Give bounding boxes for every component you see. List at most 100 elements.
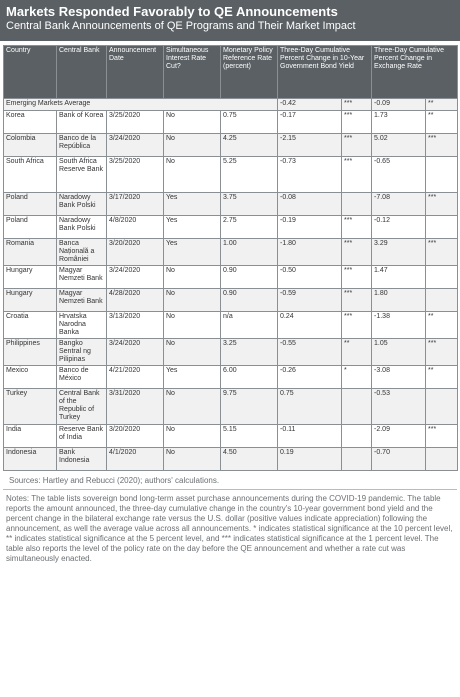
table-row: Poland Naradowy Bank Polski 3/17/2020 Yes 3.… <box>3 192 459 216</box>
cell-fx-significance: *** <box>425 338 459 366</box>
cell-country: Philippines <box>3 338 57 366</box>
cell-central-bank: South Africa Reserve Bank <box>56 156 107 193</box>
table-row: Croatia Hrvatska Narodna Banka 3/13/2020 No… <box>3 311 459 339</box>
table-row: Mexico Banco de México 4/21/2020 Yes 6.00 -0.… <box>3 365 459 389</box>
cell-fx-significance <box>425 447 459 471</box>
cell-fx-change: 1.47 <box>371 265 427 289</box>
cell-fx-change: 3.29 <box>371 238 427 266</box>
cell-rate-cut: No <box>163 424 221 448</box>
column-header-exchange-rate: Three-Day Cumulative Percent Change in E… <box>371 45 459 99</box>
table-row: Poland Naradowy Bank Polski 4/8/2020 Yes 2.7… <box>3 215 459 239</box>
cell-fx-change: 1.05 <box>371 338 427 366</box>
cell-fx-significance: *** <box>425 192 459 216</box>
cell-bond-significance: *** <box>340 156 373 193</box>
cell-rate-cut: No <box>163 110 221 134</box>
table-row: Indonesia Bank Indonesia 4/1/2020 No 4.50 0.1… <box>3 447 459 471</box>
cell-fx-change: 1.73 <box>371 110 427 134</box>
cell-rate-cut: Yes <box>163 215 221 239</box>
cell-rate-cut: No <box>163 156 221 193</box>
cell-country: Korea <box>3 110 57 134</box>
page-title: Markets Responded Favorably to QE Announ… <box>6 4 338 19</box>
cell-rate-cut: No <box>163 288 221 312</box>
cell-policy-rate: 3.25 <box>220 338 278 366</box>
cell-date: 3/17/2020 <box>106 192 164 216</box>
cell-country: Romania <box>3 238 57 266</box>
cell-policy-rate: 4.50 <box>220 447 278 471</box>
cell-bond-change: -0.59 <box>277 288 342 312</box>
cell-fx-significance: ** <box>425 110 459 134</box>
cell-date: 3/20/2020 <box>106 238 164 266</box>
cell-central-bank: Banco de la República <box>56 133 107 157</box>
cell-bond-change: -0.08 <box>277 192 342 216</box>
cell-rate-cut: No <box>163 388 221 425</box>
cell-policy-rate: 5.15 <box>220 424 278 448</box>
cell-policy-rate: 0.90 <box>220 288 278 312</box>
cell-rate-cut: No <box>163 447 221 471</box>
cell-bond-significance: * <box>340 365 373 389</box>
cell-bond-change: -2.15 <box>277 133 342 157</box>
cell-country: Colombia <box>3 133 57 157</box>
cell-bond-significance: *** <box>340 311 373 339</box>
cell-bond-significance: *** <box>340 265 373 289</box>
cell-bond-significance <box>340 447 373 471</box>
cell-bond-change: -0.19 <box>277 215 342 239</box>
cell-central-bank: Bank of Korea <box>56 110 107 134</box>
cell-country: Turkey <box>3 388 57 425</box>
cell-bond-change: -0.11 <box>277 424 342 448</box>
cell-country: Hungary <box>3 288 57 312</box>
cell-bond-significance: *** <box>340 133 373 157</box>
table-row: India Reserve Bank of India 3/20/2020 No 5.1… <box>3 424 459 448</box>
cell-date: 3/25/2020 <box>106 110 164 134</box>
column-header-rate-cut: Simultaneous Interest Rate Cut? <box>163 45 221 99</box>
cell-date: 3/13/2020 <box>106 311 164 339</box>
cell-bond-change: -0.55 <box>277 338 342 366</box>
cell-bond-change: -0.73 <box>277 156 342 193</box>
cell-bond-change: 0.24 <box>277 311 342 339</box>
cell-policy-rate: 3.75 <box>220 192 278 216</box>
table-row: Romania Banca Națională a României 3/20/20… <box>3 238 459 266</box>
cell-central-bank: Naradowy Bank Polski <box>56 215 107 239</box>
table-row: Hungary Magyar Nemzeti Bank 4/28/2020 No 0.9… <box>3 288 459 312</box>
cell-country: Hungary <box>3 265 57 289</box>
cell-fx-significance: ** <box>425 365 459 389</box>
cell-central-bank: Magyar Nemzeti Bank <box>56 288 107 312</box>
cell-rate-cut: No <box>163 338 221 366</box>
page-subtitle: Central Bank Announcements of QE Program… <box>6 20 356 32</box>
cell-fx-significance <box>425 156 459 193</box>
table-row: Korea Bank of Korea 3/25/2020 No 0.75 -0.17 **… <box>3 110 459 134</box>
cell-policy-rate: 4.25 <box>220 133 278 157</box>
cell-bond-change: 0.75 <box>277 388 342 425</box>
cell-central-bank: Reserve Bank of India <box>56 424 107 448</box>
cell-date: 3/20/2020 <box>106 424 164 448</box>
cell-policy-rate: 5.25 <box>220 156 278 193</box>
cell-bond-change: -0.50 <box>277 265 342 289</box>
cell-bond-change: -0.17 <box>277 110 342 134</box>
average-row: Emerging Markets Average -0.42 *** -0.09… <box>3 98 459 111</box>
cell-rate-cut: Yes <box>163 238 221 266</box>
cell-policy-rate: 9.75 <box>220 388 278 425</box>
cell-rate-cut: No <box>163 311 221 339</box>
table-row: Philippines Bangko Sentral ng Pilipinas 3/… <box>3 338 459 366</box>
cell-country: Poland <box>3 215 57 239</box>
cell-central-bank: Banco de México <box>56 365 107 389</box>
cell-date: 4/8/2020 <box>106 215 164 239</box>
sources-note: Sources: Hartley and Rebucci (2020); aut… <box>3 471 457 490</box>
column-header-bond-yield: Three-Day Cumulative Percent Change in 1… <box>276 45 373 99</box>
notes-text: Notes: The table lists sovereign bond lo… <box>6 494 453 563</box>
average-fx-value: -0.09 <box>371 98 427 111</box>
cell-rate-cut: Yes <box>163 192 221 216</box>
cell-fx-change: -2.09 <box>371 424 427 448</box>
cell-central-bank: Bank Indonesia <box>56 447 107 471</box>
cell-fx-change: -0.53 <box>371 388 427 425</box>
cell-country: India <box>3 424 57 448</box>
cell-fx-significance: *** <box>425 238 459 266</box>
table-container: Country Central Bank Announcement Date S… <box>0 41 460 471</box>
cell-rate-cut: No <box>163 265 221 289</box>
header-banner: Markets Responded Favorably to QE Announ… <box>0 0 460 41</box>
cell-date: 3/25/2020 <box>106 156 164 193</box>
cell-bond-change: -1.80 <box>277 238 342 266</box>
cell-fx-significance: ** <box>425 311 459 339</box>
cell-bond-significance: *** <box>340 110 373 134</box>
cell-date: 3/24/2020 <box>106 265 164 289</box>
cell-fx-change: 5.02 <box>371 133 427 157</box>
